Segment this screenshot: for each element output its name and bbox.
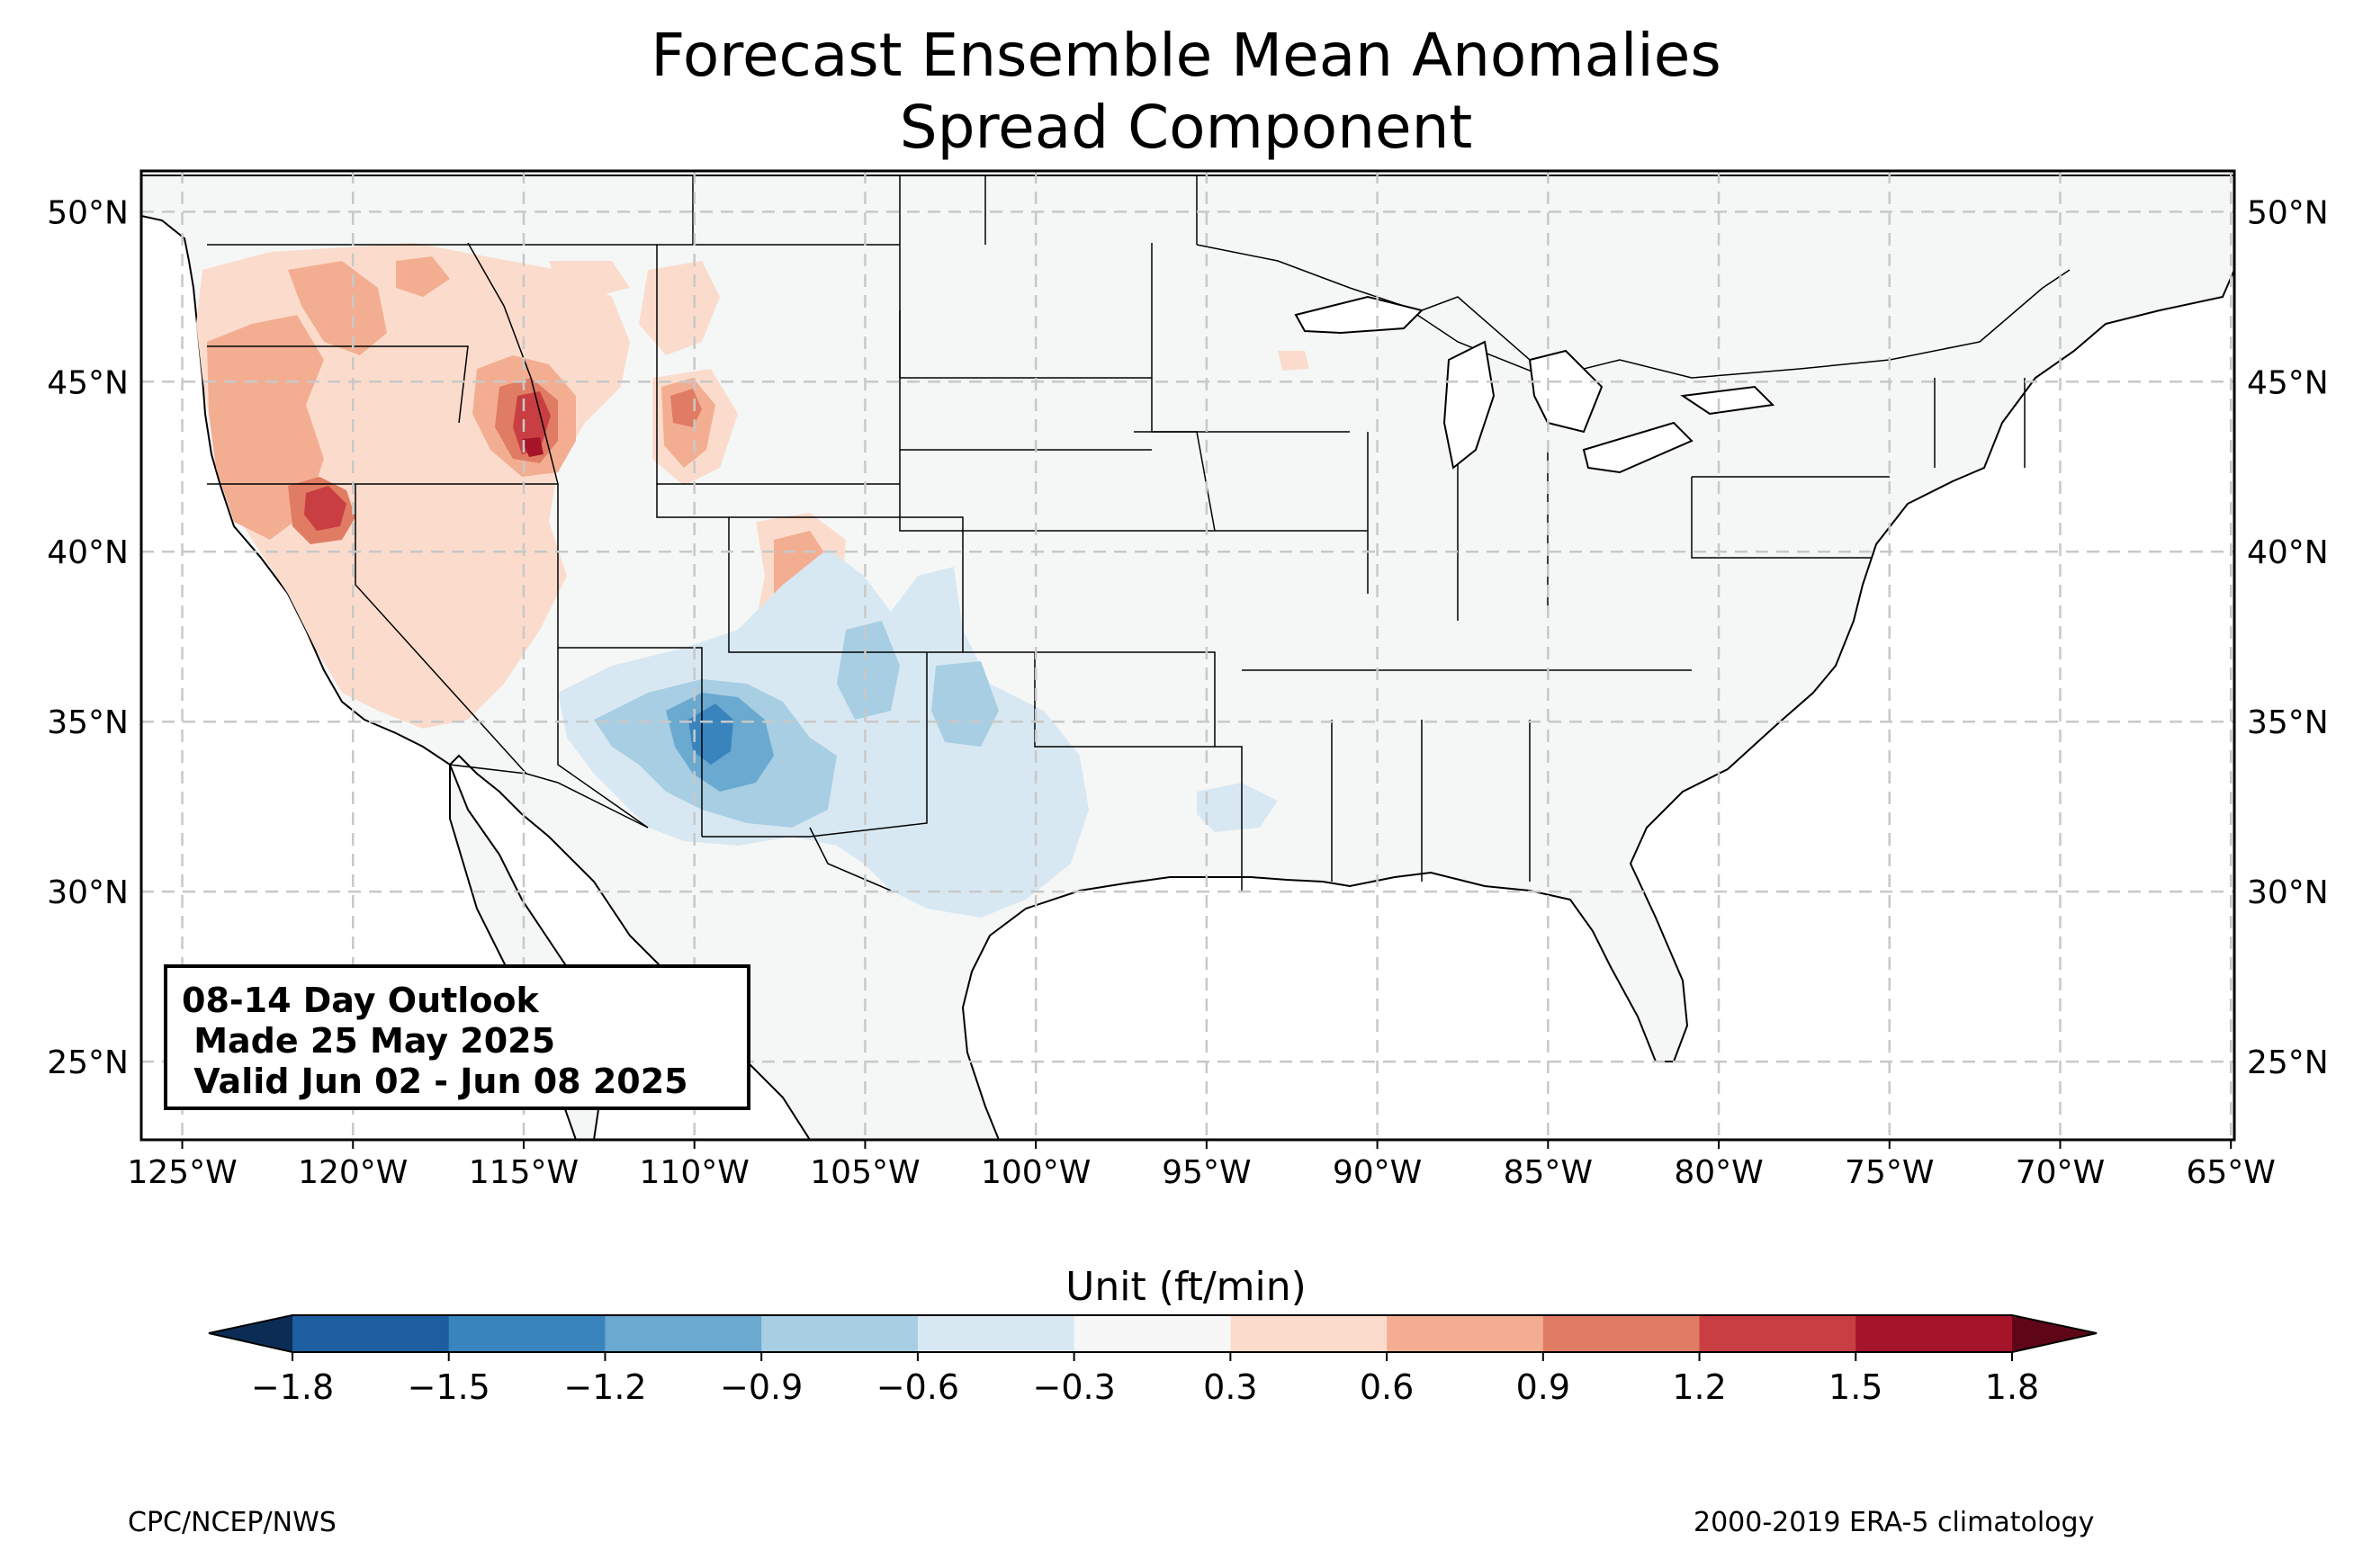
colorbar-segment bbox=[448, 1315, 606, 1352]
info-line-1: 08-14 Day Outlook bbox=[182, 981, 539, 1020]
lon-tick-label: 100°W bbox=[981, 1154, 1091, 1191]
lat-tick-label-right: 40°N bbox=[2247, 534, 2329, 571]
lon-tick-label: 95°W bbox=[1162, 1154, 1251, 1191]
info-line-2: Made 25 May 2025 bbox=[182, 1021, 556, 1061]
lat-tick-label-left: 40°N bbox=[47, 534, 129, 571]
lat-tick-label-right: 50°N bbox=[2247, 194, 2329, 231]
lon-tick-label: 115°W bbox=[469, 1154, 579, 1191]
lat-tick-label-left: 25°N bbox=[47, 1044, 129, 1081]
country-borders bbox=[449, 175, 2071, 892]
lon-tick-label: 75°W bbox=[1845, 1154, 1934, 1191]
colorbar-segment bbox=[1387, 1315, 1544, 1352]
map-frame bbox=[139, 169, 2236, 1142]
lon-tick-label: 125°W bbox=[127, 1154, 237, 1191]
map-title: Forecast Ensemble Mean Anomalies Spread … bbox=[0, 20, 2372, 164]
outlook-info-box: 08-14 Day Outlook Made 25 May 2025 Valid… bbox=[164, 964, 750, 1110]
lat-tick-label-right: 35°N bbox=[2247, 704, 2329, 741]
lon-tick-label: 120°W bbox=[298, 1154, 408, 1191]
colorbar-tick-label: 1.2 bbox=[1672, 1367, 1726, 1407]
colorbar-segment bbox=[1230, 1315, 1388, 1352]
lat-tick-label-right: 25°N bbox=[2247, 1044, 2329, 1081]
longitude-labels: 125°W 120°W 115°W 110°W 105°W 100°W 95°W 90°W 85… bbox=[127, 1140, 2276, 1191]
anomaly-positive-peak bbox=[522, 437, 544, 457]
colorbar-segment bbox=[1855, 1315, 2013, 1352]
anomaly-positive-max bbox=[304, 391, 551, 531]
colorbar-segment bbox=[605, 1315, 762, 1352]
colorbar-ticks: −1.8 −1.5 −1.2 −0.9 −0.6 −0.3 0.3 0.6 0.9 1.2 1.5 1… bbox=[251, 1352, 2039, 1407]
colorbar-segment bbox=[917, 1315, 1075, 1352]
colorbar-tick-label: 1.5 bbox=[1828, 1367, 1882, 1407]
colorbar-tick-label: 0.6 bbox=[1360, 1367, 1414, 1407]
colorbar-tick-label: −0.3 bbox=[1032, 1367, 1115, 1407]
colorbar-segments bbox=[292, 1315, 2013, 1352]
colorbar-over-arrow bbox=[2012, 1315, 2097, 1352]
lon-tick-label: 110°W bbox=[640, 1154, 750, 1191]
colorbar-tick-label: −1.2 bbox=[563, 1367, 646, 1407]
colorbar-segment bbox=[761, 1315, 919, 1352]
lon-tick-label: 105°W bbox=[810, 1154, 920, 1191]
colorbar-tick-label: 1.8 bbox=[1985, 1367, 2039, 1407]
colorbar-under-arrow bbox=[209, 1315, 292, 1352]
lat-tick-label-left: 45°N bbox=[47, 364, 129, 401]
gridlines bbox=[141, 171, 2234, 1140]
lon-tick-label: 80°W bbox=[1674, 1154, 1763, 1191]
lon-tick-label: 65°W bbox=[2187, 1154, 2276, 1191]
colorbar-segment bbox=[1542, 1315, 1701, 1352]
latitude-labels-right: 25°N 30°N 35°N 40°N 45°N 50°N bbox=[2247, 194, 2329, 1081]
lon-tick-label: 90°W bbox=[1333, 1154, 1422, 1191]
colorbar-tick-label: −0.6 bbox=[876, 1367, 959, 1407]
title-line-2: Spread Component bbox=[899, 93, 1473, 162]
lat-tick-label-right: 30°N bbox=[2247, 874, 2329, 911]
lat-tick-label-left: 30°N bbox=[47, 874, 129, 911]
anomaly-negative-max bbox=[688, 703, 733, 765]
lat-tick-label-left: 35°N bbox=[47, 704, 129, 741]
latitude-labels-left: 25°N 30°N 35°N 40°N 45°N 50°N bbox=[47, 194, 129, 1081]
colorbar-tick-label: −1.8 bbox=[251, 1367, 334, 1407]
colorbar-tick-label: 0.9 bbox=[1516, 1367, 1570, 1407]
lon-tick-label: 70°W bbox=[2016, 1154, 2105, 1191]
colorbar-segment bbox=[292, 1315, 450, 1352]
colorbar-title: Unit (ft/min) bbox=[1065, 1264, 1307, 1310]
anomaly-negative-light bbox=[558, 549, 1278, 918]
lon-tick-label: 85°W bbox=[1504, 1154, 1593, 1191]
colorbar-segment bbox=[1074, 1315, 1231, 1352]
colorbar-segment bbox=[1699, 1315, 1856, 1352]
lat-tick-label-left: 50°N bbox=[47, 194, 129, 231]
footer-source: CPC/NCEP/NWS bbox=[128, 1507, 337, 1538]
state-boundaries bbox=[207, 175, 2026, 891]
great-lakes bbox=[1294, 295, 1775, 474]
info-line-3: Valid Jun 02 - Jun 08 2025 bbox=[182, 1062, 688, 1101]
colorbar-tick-label: 0.3 bbox=[1203, 1367, 1257, 1407]
colorbar-tick-label: −0.9 bbox=[720, 1367, 803, 1407]
colorbar-tick-label: −1.5 bbox=[408, 1367, 490, 1407]
footer-climatology: 2000-2019 ERA-5 climatology bbox=[1694, 1507, 2095, 1538]
title-line-1: Forecast Ensemble Mean Anomalies bbox=[651, 21, 1721, 90]
lat-tick-label-right: 45°N bbox=[2247, 364, 2329, 401]
